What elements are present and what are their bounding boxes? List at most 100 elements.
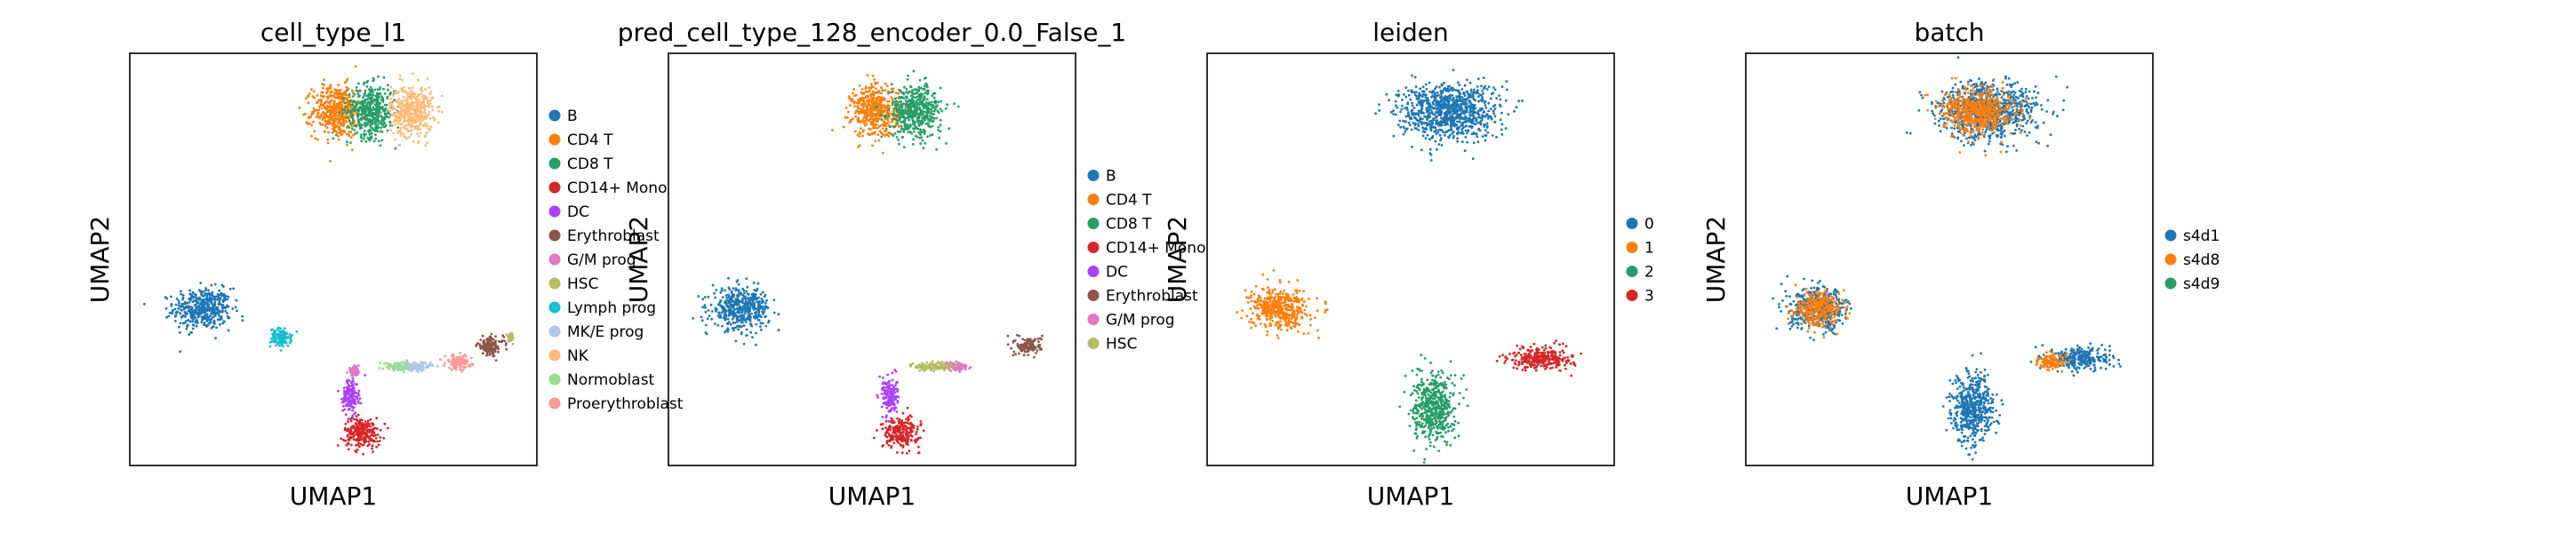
scatter-point (284, 342, 288, 345)
scatter-point (935, 116, 938, 120)
scatter-point (922, 147, 925, 150)
scatter-point (747, 306, 750, 310)
scatter-point (1033, 355, 1036, 359)
scatter-point (202, 309, 204, 313)
scatter-point (412, 112, 416, 115)
scatter-point (348, 401, 350, 404)
scatter-point (374, 436, 378, 440)
scatter-point (365, 104, 369, 107)
scatter-point (1018, 352, 1020, 355)
scatter-point (412, 101, 416, 104)
scatter-point (408, 364, 412, 367)
scatter-point (740, 321, 743, 323)
scatter-point (925, 84, 929, 86)
scatter-point (894, 397, 897, 401)
scatter-point (447, 366, 451, 370)
scatter-point (857, 110, 860, 114)
scatter-point (370, 131, 373, 135)
scatter-point (919, 142, 923, 146)
scatter-point (858, 84, 861, 87)
scatter-point (928, 103, 932, 106)
scatter-point (348, 95, 351, 99)
legend-item: Normoblast (548, 371, 655, 389)
scatter-point (488, 348, 492, 352)
scatter-point (348, 367, 352, 370)
scatter-point (366, 419, 370, 423)
scatter-point (1041, 334, 1044, 338)
scatter-point (423, 135, 427, 139)
scatter-point (719, 291, 723, 294)
scatter-point (205, 320, 209, 322)
scatter-point (755, 314, 757, 317)
scatter-point (925, 85, 929, 89)
scatter-point (376, 434, 380, 436)
scatter-point (377, 117, 380, 120)
scatter-point (329, 106, 332, 108)
scatter-point (342, 130, 346, 133)
scatter-point (357, 422, 360, 426)
scatter-point (402, 132, 405, 136)
scatter-point (1022, 354, 1026, 357)
scatter-point (892, 395, 895, 399)
scatter-point (418, 98, 421, 101)
scatter-point (764, 301, 767, 305)
scatter-point (450, 354, 453, 357)
scatter-point (398, 74, 402, 77)
scatter-point (396, 130, 400, 133)
scatter-point (459, 368, 462, 371)
scatter-point (760, 297, 764, 300)
scatter-point (203, 315, 206, 319)
scatter-point (932, 100, 936, 103)
scatter-point (308, 122, 311, 125)
scatter-point (220, 291, 223, 295)
scatter-point (900, 127, 903, 131)
scatter-point (344, 439, 347, 442)
scatter-point (921, 131, 924, 133)
scatter-point (860, 111, 863, 114)
scatter-point (895, 136, 899, 139)
scatter-point (490, 332, 493, 336)
scatter-point (931, 120, 934, 123)
scatter-point (368, 428, 372, 432)
scatter-point (372, 91, 374, 94)
scatter-point (334, 125, 337, 129)
scatter-point (873, 100, 876, 104)
legend-item: Proerythroblast (548, 395, 684, 413)
scatter-point (922, 116, 925, 120)
scatter-point (196, 301, 200, 304)
scatter-point (356, 364, 360, 367)
scatter-point (338, 111, 341, 115)
scatter-point (880, 86, 883, 90)
scatter-point (882, 120, 885, 123)
scatter-point (359, 436, 363, 439)
scatter-point (921, 139, 924, 142)
scatter-point (898, 119, 900, 122)
scatter-point (1021, 338, 1024, 340)
scatter-point (425, 96, 428, 99)
scatter-point (364, 420, 367, 423)
scatter-point (923, 119, 926, 122)
scatter-point (891, 124, 894, 128)
scatter-point (897, 419, 900, 423)
scatter-point (412, 361, 416, 363)
scatter-point (410, 90, 412, 93)
scatter-point (1038, 343, 1042, 346)
scatter-point (428, 105, 431, 107)
scatter-point (876, 394, 879, 397)
scatter-point (899, 436, 901, 440)
scatter-point (744, 321, 748, 323)
scatter-point (426, 77, 429, 80)
scatter-point (342, 115, 346, 119)
scatter-point (884, 426, 887, 430)
scatter-point (348, 131, 351, 134)
scatter-point (391, 105, 394, 108)
scatter-point (885, 440, 889, 443)
scatter-point (202, 305, 205, 308)
scatter-point (428, 110, 431, 114)
scatter-point (200, 321, 204, 324)
scatter-point (369, 111, 372, 115)
scatter-point (896, 390, 899, 393)
scatter-point (224, 309, 228, 313)
scatter-point (215, 326, 218, 330)
scatter-point (892, 112, 896, 115)
